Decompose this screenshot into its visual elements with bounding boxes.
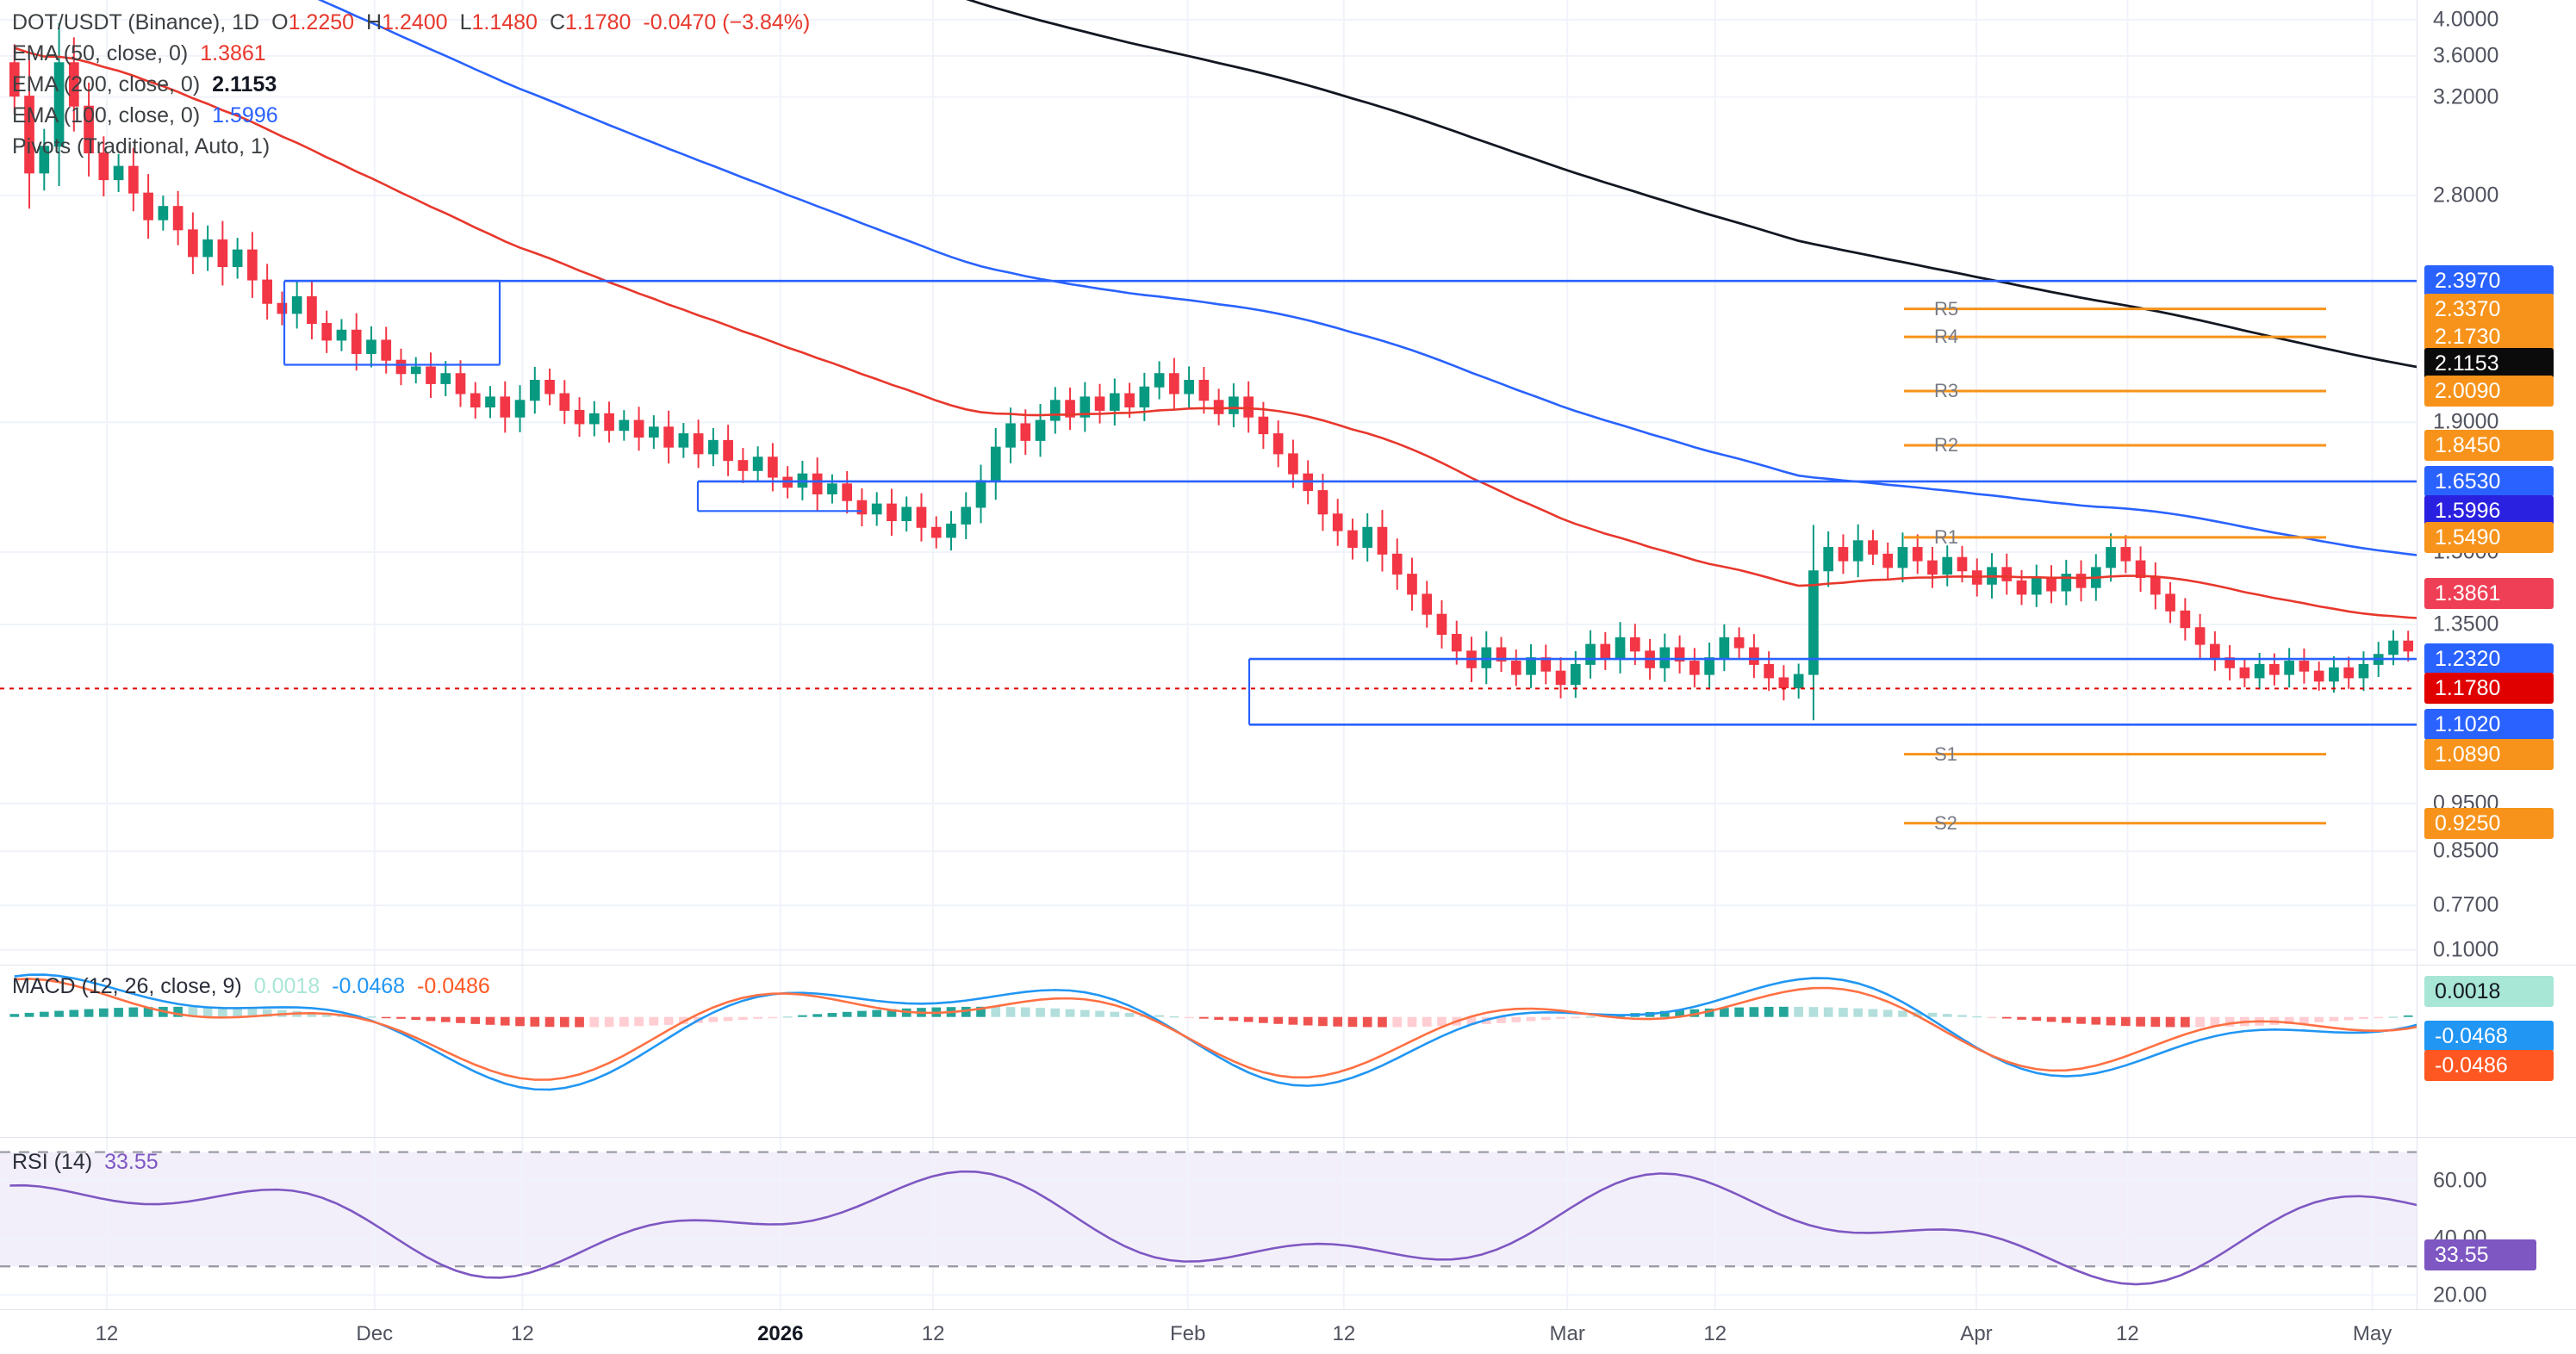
rsi-title: RSI (14) (12, 1150, 93, 1174)
time-tick-12: 12 (95, 1322, 119, 1345)
rsi-tick-label: 60.00 (2433, 1168, 2487, 1193)
time-axis[interactable]: 12 Dec 12 2026 12 Feb 12 Mar 12 Apr 12 May (0, 1309, 2576, 1354)
time-tick-2026: 2026 (757, 1322, 804, 1345)
pivot-label-R2: R2 (1934, 434, 1959, 456)
time-tick-12: 12 (1332, 1322, 1356, 1345)
pivot-label-S1: S1 (1934, 742, 1957, 765)
price-tag-1.5490[interactable]: 1.5490 (2424, 521, 2554, 553)
price-tag-2.1153[interactable]: 2.1153 (2424, 347, 2554, 379)
macd-tag--0.0486[interactable]: -0.0486 (2424, 1050, 2554, 1082)
price-tag-2.1730[interactable]: 2.1730 (2424, 321, 2554, 353)
pivot-label-R3: R3 (1934, 380, 1959, 402)
time-tick-Mar: Mar (1549, 1322, 1585, 1345)
price-pane[interactable]: DOT/USDT (Binance), 1D O1.2250 H1.2400 L1.1… (0, 0, 2576, 965)
time-tick-Feb: Feb (1169, 1322, 1206, 1345)
macd-pane[interactable]: MACD (12, 26, close, 9) 0.0018 -0.0468 -0.0… (0, 965, 2576, 1137)
price-tick-label: 0.1000 (2433, 937, 2499, 962)
price-tick-label: 0.7700 (2433, 892, 2499, 917)
price-tag-1.2320[interactable]: 1.2320 (2424, 643, 2554, 674)
rsi-axis[interactable]: 60.00 40.00 20.00 33.55 (2417, 1138, 2576, 1309)
macd-tag--0.0468[interactable]: -0.0468 (2424, 1020, 2554, 1052)
rsi-plot-area[interactable] (0, 1138, 2417, 1309)
time-tick-Dec: Dec (356, 1322, 394, 1345)
price-tag-1.3861[interactable]: 1.3861 (2424, 577, 2554, 609)
price-tag-2.0090[interactable]: 2.0090 (2424, 376, 2554, 407)
macd-legend[interactable]: MACD (12, 26, close, 9) 0.0018 -0.0468 -0.0… (12, 972, 490, 1000)
price-tick-label: 0.8500 (2433, 838, 2499, 863)
time-tick-12: 12 (2116, 1322, 2139, 1345)
pivot-label-R1: R1 (1934, 525, 1959, 548)
macd-line-value: -0.0468 (332, 974, 406, 998)
price-tick-label: 2.8000 (2433, 183, 2499, 208)
price-series-svg (0, 0, 2417, 965)
time-tick-12: 12 (921, 1322, 945, 1345)
rsi-tag-33.55[interactable]: 33.55 (2424, 1239, 2536, 1270)
macd-series-svg (9, 966, 2417, 1137)
rsi-tick-label: 20.00 (2433, 1283, 2487, 1307)
macd-hist-value: 0.0018 (253, 974, 320, 998)
price-tag-2.3970[interactable]: 2.3970 (2424, 265, 2554, 297)
price-axis[interactable]: 4.00003.60003.20002.80001.90001.50001.35… (2417, 0, 2576, 965)
pivot-label-R5: R5 (1934, 297, 1959, 320)
rsi-value: 33.55 (104, 1150, 159, 1174)
price-tick-label: 3.6000 (2433, 43, 2499, 68)
time-tick-May: May (2352, 1322, 2392, 1345)
macd-title: MACD (12, 26, close, 9) (12, 974, 242, 998)
price-tick-label: 3.2000 (2433, 84, 2499, 109)
rsi-legend[interactable]: RSI (14) 33.55 (12, 1148, 159, 1176)
price-plot-area[interactable] (0, 0, 2417, 965)
price-tag-1.8450[interactable]: 1.8450 (2424, 430, 2554, 461)
price-tag-1.0890[interactable]: 1.0890 (2424, 738, 2554, 770)
time-tick-Apr: Apr (1960, 1322, 1993, 1345)
price-tick-label: 4.0000 (2433, 7, 2499, 32)
price-tag-1.1020[interactable]: 1.1020 (2424, 709, 2554, 741)
rsi-series-svg (0, 1138, 2417, 1309)
pivot-label-S2: S2 (1934, 811, 1957, 834)
rsi-pane[interactable]: RSI (14) 33.55 60.00 40.00 20.00 33.55 (0, 1137, 2576, 1309)
price-tag-1.6530[interactable]: 1.6530 (2424, 465, 2554, 497)
macd-signal-value: -0.0486 (417, 974, 490, 998)
price-tick-label: 1.3500 (2433, 612, 2499, 637)
time-tick-12: 12 (1703, 1322, 1727, 1345)
macd-plot-area[interactable] (0, 966, 2417, 1137)
price-tag-2.3370[interactable]: 2.3370 (2424, 293, 2554, 325)
price-tag-1.1780[interactable]: 1.1780 (2424, 673, 2554, 705)
macd-tag-0.0018[interactable]: 0.0018 (2424, 976, 2554, 1008)
price-tag-0.9250[interactable]: 0.9250 (2424, 807, 2554, 839)
macd-axis[interactable]: 0.0018 -0.0468 -0.0486 (2417, 966, 2576, 1137)
pivot-label-R4: R4 (1934, 326, 1959, 348)
price-tag-1.5996[interactable]: 1.5996 (2424, 495, 2554, 527)
time-tick-12: 12 (511, 1322, 534, 1345)
